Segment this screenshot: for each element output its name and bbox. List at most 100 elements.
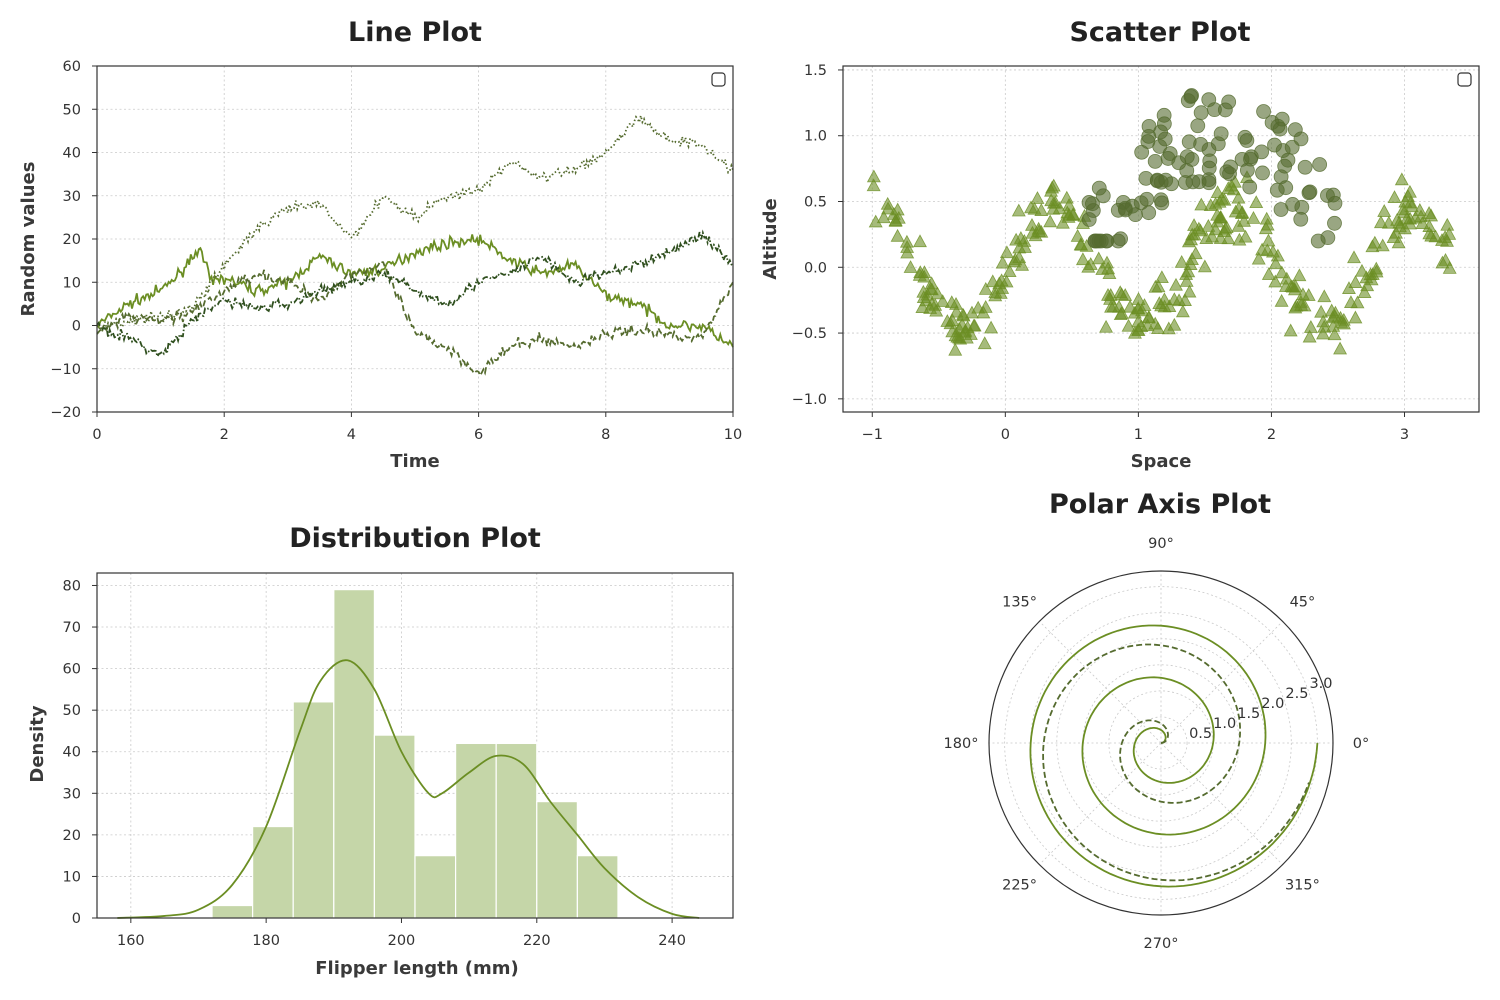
- scatter-point-triangle: [890, 228, 905, 242]
- line-series-dashed: [96, 260, 734, 378]
- scatter-point-triangle: [1062, 198, 1077, 211]
- scatter-point-circle: [1141, 205, 1157, 221]
- scatter-point-triangle: [881, 201, 896, 215]
- scatter-point-circle: [1147, 153, 1163, 169]
- distribution-plot-title: Distribution Plot: [289, 523, 541, 554]
- polar-spiral-dashed: [1042, 643, 1310, 882]
- dist-x-tick-label: 160: [117, 933, 145, 949]
- scatter-point-circle: [1153, 192, 1169, 208]
- scatter-point-triangle: [1011, 203, 1026, 217]
- scatter-point-triangle: [964, 305, 979, 319]
- line-series-dotted: [96, 115, 734, 334]
- scatter-point-triangle: [1106, 299, 1121, 313]
- line-y-tick-label: 30: [63, 189, 81, 205]
- scatter-point-triangle: [1387, 190, 1402, 203]
- scatter-point-triangle: [1360, 278, 1375, 292]
- scatter-point-triangle: [1224, 178, 1239, 192]
- scatter-point-triangle: [1251, 251, 1266, 265]
- scatter-point-triangle: [1101, 261, 1116, 275]
- scatter-point-circle: [1327, 215, 1342, 231]
- scatter-point-triangle: [984, 320, 999, 334]
- scatter-point-triangle: [1249, 195, 1264, 209]
- scatter-point-triangle: [1297, 298, 1312, 312]
- scatter-point-triangle: [1002, 264, 1017, 278]
- scatter-y-tick-label: −0.5: [792, 326, 827, 342]
- scatter-point-triangle: [1179, 273, 1194, 287]
- scatter-point-circle: [1193, 136, 1209, 152]
- scatter-point-triangle: [1402, 184, 1417, 198]
- scatter-point-triangle: [1328, 305, 1343, 319]
- scatter-point-triangle: [1357, 285, 1372, 298]
- kde-curve: [117, 659, 700, 919]
- scatter-point-circle: [1222, 166, 1237, 182]
- scatter-point-triangle: [1440, 217, 1455, 231]
- scatter-plot-ylabel: Altitude: [760, 198, 781, 279]
- scatter-point-circle: [1160, 151, 1176, 166]
- polar-angular-gridline: [1160, 621, 1283, 744]
- dist-y-tick-label: 50: [63, 703, 81, 719]
- scatter-point-circle: [1141, 118, 1157, 134]
- distribution-plot-xlabel: Flipper length (mm): [315, 958, 518, 979]
- scatter-point-triangle: [1333, 341, 1348, 355]
- scatter-point-triangle: [1283, 323, 1298, 337]
- scatter-point-circle: [1297, 159, 1313, 175]
- scatter-point-circle: [1302, 184, 1318, 200]
- polar-angular-gridline: [1160, 742, 1283, 865]
- scatter-point-circle: [1184, 88, 1199, 103]
- line-x-tick-label: 10: [724, 427, 742, 443]
- scatter-point-triangle: [1121, 318, 1136, 332]
- line-y-tick-label: 50: [63, 102, 81, 118]
- scatter-point-triangle: [1140, 318, 1155, 332]
- scatter-point-triangle: [1184, 232, 1199, 246]
- scatter-point-triangle: [1150, 321, 1165, 334]
- scatter-point-circle: [1095, 188, 1111, 204]
- scatter-point-triangle: [1044, 183, 1059, 197]
- scatter-point-circle: [1193, 105, 1209, 121]
- scatter-point-triangle: [1091, 251, 1106, 265]
- distribution-plot-ylabel: Density: [27, 705, 48, 782]
- scatter-point-triangle: [1365, 267, 1380, 280]
- scatter-x-tick-label: 0: [1001, 427, 1010, 443]
- scatter-point-triangle: [1217, 192, 1232, 206]
- line-plot-legend-box: [711, 72, 726, 87]
- scatter-point-triangle: [1317, 289, 1332, 303]
- scatter-point-triangle: [995, 255, 1010, 269]
- scatter-point-triangle: [1182, 284, 1197, 298]
- scatter-point-triangle: [1030, 191, 1045, 204]
- scatter-point-triangle: [1367, 235, 1382, 249]
- scatter-point-triangle: [1075, 252, 1090, 266]
- scatter-point-triangle: [1127, 305, 1142, 319]
- polar-angular-gridline: [1039, 621, 1162, 744]
- dist-y-tick-label: 60: [63, 662, 81, 678]
- scatter-point-triangle: [1238, 229, 1253, 243]
- scatter-point-circle: [1275, 143, 1291, 158]
- scatter-plot-frame: [842, 65, 1480, 413]
- polar-frame: [988, 570, 1334, 916]
- scatter-point-triangle: [1261, 233, 1276, 247]
- scatter-point-triangle: [1435, 255, 1450, 269]
- scatter-point-triangle: [1012, 250, 1027, 264]
- scatter-point-triangle: [876, 210, 891, 224]
- distribution-plot-frame: [96, 572, 734, 919]
- polar-angle-label: 225°: [1002, 877, 1037, 893]
- polar-angle-label: 90°: [1148, 536, 1174, 552]
- scatter-y-tick-label: 0.5: [804, 195, 827, 211]
- scatter-point-triangle: [1326, 318, 1341, 332]
- scatter-point-triangle: [1187, 218, 1202, 231]
- scatter-point-triangle: [967, 318, 982, 332]
- scatter-point-circle: [1213, 126, 1229, 142]
- scatter-point-triangle: [940, 314, 955, 327]
- scatter-point-triangle: [1348, 275, 1363, 288]
- line-plot-xlabel: Time: [390, 451, 439, 472]
- scatter-point-triangle: [1412, 203, 1427, 216]
- scatter-point-triangle: [952, 321, 967, 335]
- scatter-point-triangle: [1218, 221, 1233, 235]
- line-plot-title: Line Plot: [348, 17, 482, 48]
- scatter-point-circle: [1242, 179, 1258, 195]
- scatter-point-triangle: [1099, 319, 1114, 333]
- scatter-point-circle: [1133, 195, 1149, 211]
- dist-y-tick-label: 70: [63, 620, 81, 636]
- scatter-point-triangle: [1113, 307, 1128, 321]
- scatter-point-triangle: [1397, 205, 1412, 219]
- scatter-point-triangle: [999, 245, 1014, 259]
